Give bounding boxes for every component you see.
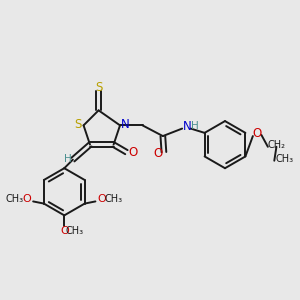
Text: CH₃: CH₃	[66, 226, 84, 236]
Text: CH₃: CH₃	[6, 194, 24, 204]
Text: O: O	[153, 147, 162, 160]
Text: N: N	[183, 120, 192, 133]
Text: O: O	[128, 146, 137, 159]
Text: H: H	[64, 154, 71, 164]
Text: O: O	[60, 226, 69, 236]
Text: CH₃: CH₃	[105, 194, 123, 204]
Text: O: O	[98, 194, 106, 204]
Text: CH₃: CH₃	[276, 154, 294, 164]
Text: S: S	[74, 118, 82, 131]
Text: S: S	[95, 81, 102, 94]
Text: N: N	[121, 118, 130, 131]
Text: O: O	[253, 128, 262, 140]
Text: CH₂: CH₂	[267, 140, 285, 150]
Text: O: O	[22, 194, 31, 204]
Text: H: H	[191, 122, 199, 131]
